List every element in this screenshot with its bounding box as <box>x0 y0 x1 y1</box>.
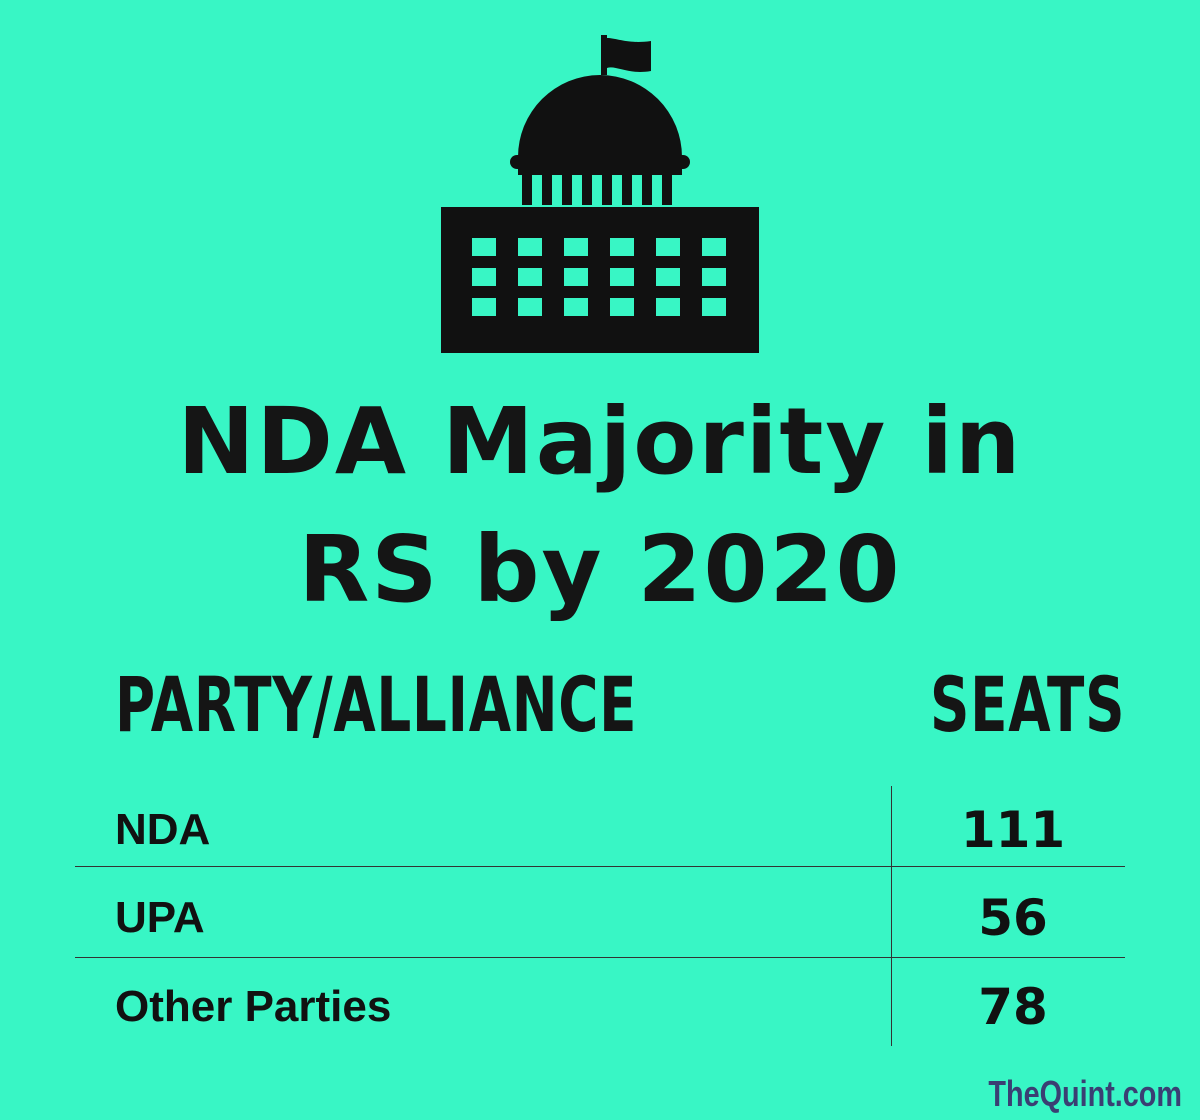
page-title-line-1: NDA Majority in <box>177 388 1023 495</box>
column-header-seats: SEATS <box>930 660 1126 749</box>
column-divider <box>891 786 892 1046</box>
table-row-party: UPA <box>115 893 205 942</box>
parliament-building-icon <box>441 35 759 353</box>
table-row-party: NDA <box>115 805 211 854</box>
table-row-seats: 78 <box>978 978 1048 1036</box>
row-divider <box>75 957 1125 958</box>
page-title-line-2: RS by 2020 <box>298 516 902 623</box>
table-row-seats: 111 <box>960 801 1066 859</box>
column-header-party: PARTY/ALLIANCE <box>115 660 638 749</box>
row-divider <box>75 866 1125 867</box>
brand-logo-text: TheQuint.com <box>988 1073 1182 1114</box>
table-row-party: Other Parties <box>115 982 392 1031</box>
table-row-seats: 56 <box>978 889 1048 947</box>
